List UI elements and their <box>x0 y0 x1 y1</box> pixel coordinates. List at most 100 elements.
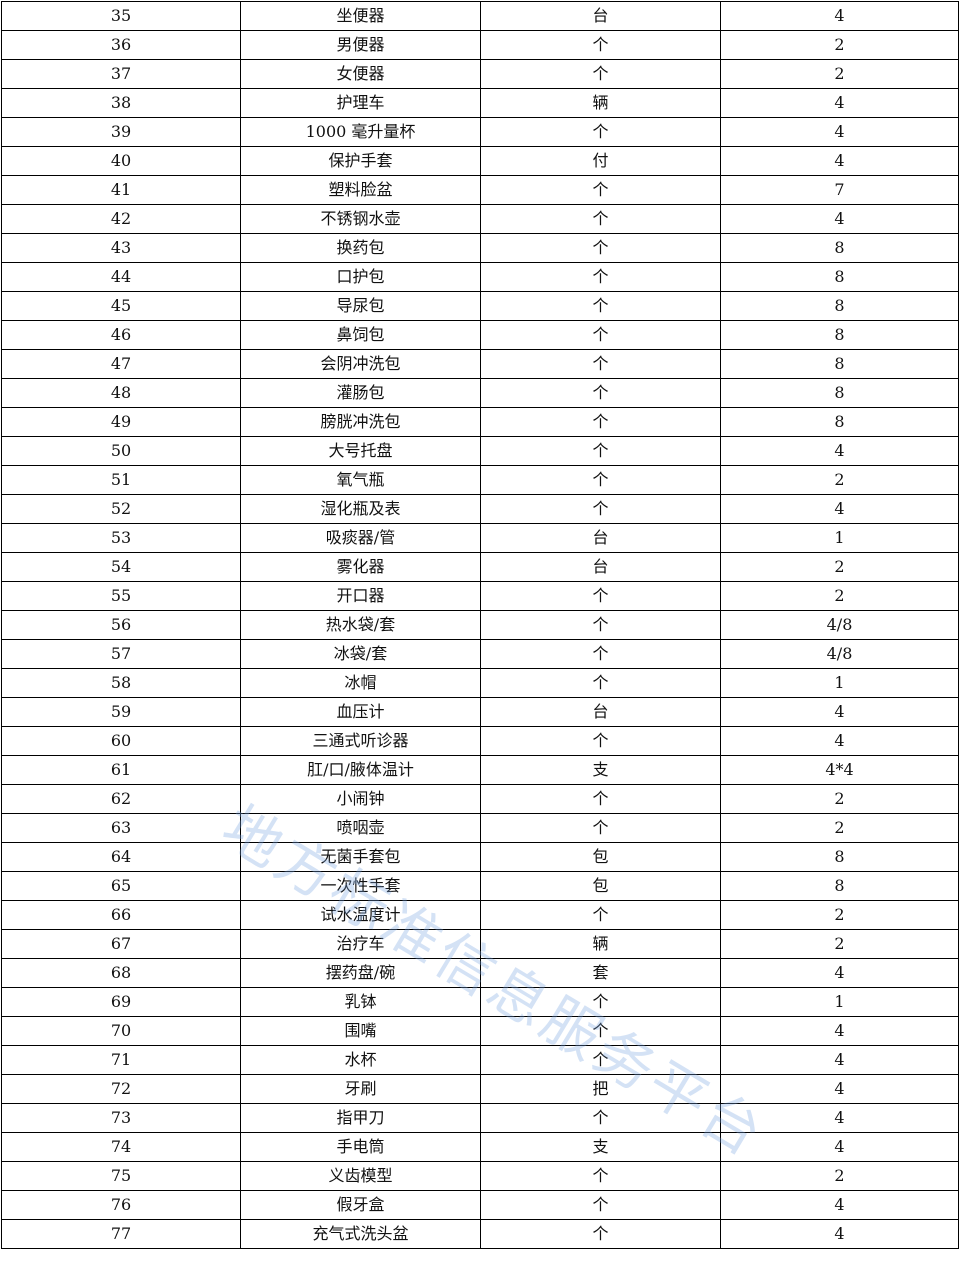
row-number-cell: 56 <box>1 610 241 640</box>
table-row: 57 冰袋/套个 4/8 <box>1 639 959 669</box>
quantity-cell: 4/8 <box>720 610 959 640</box>
row-number-cell: 59 <box>1 697 241 727</box>
unit-cell: 包 <box>480 842 721 872</box>
quantity-cell: 8 <box>720 291 959 321</box>
unit-cell: 台 <box>480 523 721 553</box>
item-name-cell: 围嘴 <box>240 1016 481 1046</box>
unit-cell: 个 <box>480 813 721 843</box>
unit-cell: 个 <box>480 668 721 698</box>
table-row: 71 水杯个 4 <box>1 1045 959 1075</box>
unit-cell: 个 <box>480 784 721 814</box>
quantity-cell: 4 <box>720 1 959 31</box>
row-number-cell: 64 <box>1 842 241 872</box>
item-name-cell: 湿化瓶及表 <box>240 494 481 524</box>
row-number-cell: 52 <box>1 494 241 524</box>
table-row: 49 膀胱冲洗包个 8 <box>1 407 959 437</box>
quantity-cell: 8 <box>720 407 959 437</box>
item-name-cell: 会阴冲洗包 <box>240 349 481 379</box>
table-row: 47 会阴冲洗包个 8 <box>1 349 959 379</box>
table-row: 64 无菌手套包包 8 <box>1 842 959 872</box>
row-number-cell: 74 <box>1 1132 241 1162</box>
table-row: 39 1000 毫升量杯个 4 <box>1 117 959 147</box>
quantity-cell: 4 <box>720 1016 959 1046</box>
quantity-cell: 8 <box>720 233 959 263</box>
row-number-cell: 45 <box>1 291 241 321</box>
quantity-cell: 7 <box>720 175 959 205</box>
row-number-cell: 77 <box>1 1219 241 1249</box>
row-number-cell: 43 <box>1 233 241 263</box>
quantity-cell: 4 <box>720 494 959 524</box>
unit-cell: 个 <box>480 59 721 89</box>
row-number-cell: 67 <box>1 929 241 959</box>
row-number-cell: 37 <box>1 59 241 89</box>
quantity-cell: 4 <box>720 117 959 147</box>
table-row: 46 鼻饲包个 8 <box>1 320 959 350</box>
row-number-cell: 58 <box>1 668 241 698</box>
item-name-cell: 手电筒 <box>240 1132 481 1162</box>
unit-cell: 个 <box>480 117 721 147</box>
row-number-cell: 65 <box>1 871 241 901</box>
table-row: 62 小闹钟个 2 <box>1 784 959 814</box>
item-name-cell: 三通式听诊器 <box>240 726 481 756</box>
unit-cell: 个 <box>480 610 721 640</box>
item-name-cell: 雾化器 <box>240 552 481 582</box>
quantity-cell: 4 <box>720 697 959 727</box>
table-row: 73 指甲刀个 4 <box>1 1103 959 1133</box>
quantity-cell: 4/8 <box>720 639 959 669</box>
item-name-cell: 摆药盘/碗 <box>240 958 481 988</box>
item-name-cell: 无菌手套包 <box>240 842 481 872</box>
quantity-cell: 1 <box>720 523 959 553</box>
item-name-cell: 假牙盒 <box>240 1190 481 1220</box>
row-number-cell: 70 <box>1 1016 241 1046</box>
unit-cell: 个 <box>480 204 721 234</box>
table-row: 65 一次性手套包 8 <box>1 871 959 901</box>
table-row: 52 湿化瓶及表个 4 <box>1 494 959 524</box>
unit-cell: 包 <box>480 871 721 901</box>
table-row: 75 义齿模型个 2 <box>1 1161 959 1191</box>
quantity-cell: 8 <box>720 871 959 901</box>
item-name-cell: 大号托盘 <box>240 436 481 466</box>
unit-cell: 支 <box>480 755 721 785</box>
unit-cell: 个 <box>480 494 721 524</box>
unit-cell: 台 <box>480 1 721 31</box>
quantity-cell: 8 <box>720 378 959 408</box>
table-row: 69 乳钵个 1 <box>1 987 959 1017</box>
row-number-cell: 63 <box>1 813 241 843</box>
row-number-cell: 47 <box>1 349 241 379</box>
item-name-cell: 女便器 <box>240 59 481 89</box>
item-name-cell: 开口器 <box>240 581 481 611</box>
quantity-cell: 2 <box>720 30 959 60</box>
quantity-cell: 4 <box>720 1132 959 1162</box>
quantity-cell: 2 <box>720 581 959 611</box>
row-number-cell: 53 <box>1 523 241 553</box>
table-row: 40 保护手套付 4 <box>1 146 959 176</box>
table-row: 53 吸痰器/管台 1 <box>1 523 959 553</box>
item-name-cell: 试水温度计 <box>240 900 481 930</box>
unit-cell: 个 <box>480 726 721 756</box>
row-number-cell: 76 <box>1 1190 241 1220</box>
unit-cell: 台 <box>480 552 721 582</box>
row-number-cell: 55 <box>1 581 241 611</box>
table-row: 67 治疗车辆 2 <box>1 929 959 959</box>
row-number-cell: 50 <box>1 436 241 466</box>
row-number-cell: 72 <box>1 1074 241 1104</box>
table-row: 38 护理车辆 4 <box>1 88 959 118</box>
quantity-cell: 2 <box>720 813 959 843</box>
row-number-cell: 39 <box>1 117 241 147</box>
row-number-cell: 61 <box>1 755 241 785</box>
quantity-cell: 2 <box>720 465 959 495</box>
quantity-cell: 8 <box>720 320 959 350</box>
table-row: 66 试水温度计个 2 <box>1 900 959 930</box>
table-row: 37 女便器个 2 <box>1 59 959 89</box>
row-number-cell: 71 <box>1 1045 241 1075</box>
item-name-cell: 吸痰器/管 <box>240 523 481 553</box>
quantity-cell: 4 <box>720 1045 959 1075</box>
unit-cell: 个 <box>480 436 721 466</box>
table-row: 55 开口器个 2 <box>1 581 959 611</box>
row-number-cell: 57 <box>1 639 241 669</box>
item-name-cell: 肛/口/腋体温计 <box>240 755 481 785</box>
table-row: 48 灌肠包个 8 <box>1 378 959 408</box>
quantity-cell: 2 <box>720 1161 959 1191</box>
quantity-cell: 4 <box>720 958 959 988</box>
